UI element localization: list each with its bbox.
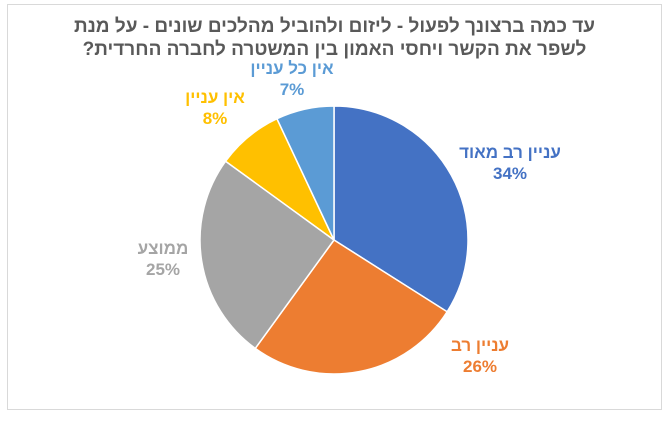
slice-label-5: אין כל עניין 7% [250, 59, 334, 99]
slice-category-label: עניין רב [451, 336, 509, 355]
slice-percent-label: 8% [203, 109, 228, 128]
chart-title-line-2: לשפר את הקשר ויחסי האמון בין המשטרה לחבר… [82, 39, 587, 60]
chart-title: עד כמה ברצונך לפעול - ליזום ולהוביל מהלכ… [28, 15, 641, 61]
slice-percent-label: 34% [493, 164, 527, 183]
slice-category-label: ממוצע [138, 239, 189, 258]
pie-slice-1 [333, 105, 469, 313]
slice-category-label: עניין רב מאוד [459, 143, 561, 162]
slice-percent-label: 7% [280, 80, 305, 99]
slice-label-2: עניין רב 26% [451, 336, 509, 376]
slice-percent-label: 26% [463, 357, 497, 376]
slice-category-label: אין כל עניין [250, 59, 334, 78]
pie-slices [199, 105, 469, 375]
pie-slice-5 [275, 105, 335, 241]
slice-percent-label: 25% [146, 260, 180, 279]
slice-label-1: עניין רב מאוד 34% [459, 143, 561, 183]
chart-title-line-1: עד כמה ברצונך לפעול - ליזום ולהוביל מהלכ… [73, 16, 596, 37]
slice-category-label: אין עניין [185, 88, 245, 107]
pie-labels: עניין רב מאוד 34% עניין רב 26% ממוצע 25% אין ע… [138, 59, 561, 376]
pie-slice-3 [199, 160, 336, 350]
slice-label-4: אין עניין 8% [185, 88, 245, 128]
pie-slice-2 [254, 238, 449, 375]
slice-label-3: ממוצע 25% [138, 239, 189, 279]
